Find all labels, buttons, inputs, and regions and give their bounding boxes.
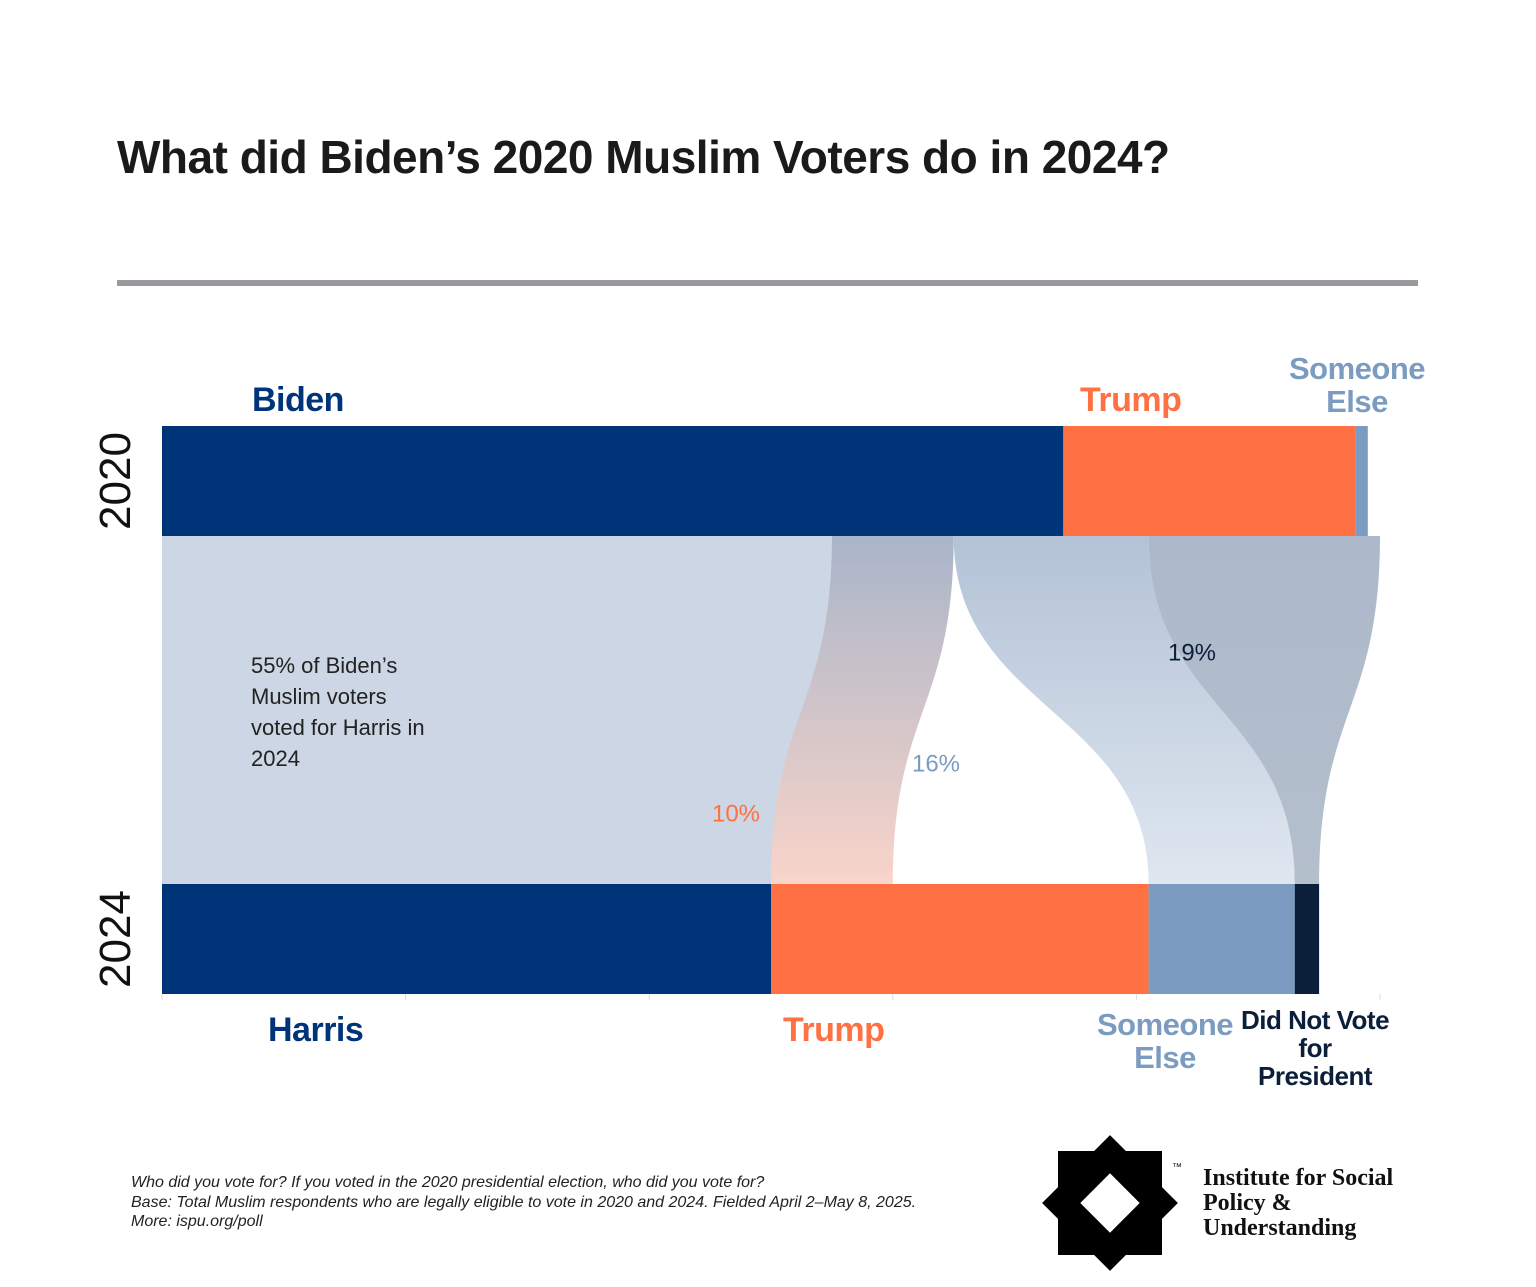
flow-label: 10% — [712, 800, 760, 827]
segment-label: Someone Else — [1096, 1007, 1234, 1075]
segment-label: Trump — [783, 1011, 885, 1049]
segment-label: Trump — [1080, 381, 1182, 419]
logo — [1042, 1135, 1178, 1271]
segment-label: Someone Else — [1288, 351, 1426, 419]
row-label: 2024 — [91, 890, 140, 988]
bar-segment — [162, 884, 771, 994]
flow — [771, 536, 954, 884]
row-label: 2020 — [91, 432, 140, 530]
bar-segment — [1294, 884, 1320, 994]
footnote-base: Base: Total Muslim respondents who are l… — [131, 1194, 917, 1230]
annotation: 55% of Biden’s Muslim voters voted for H… — [251, 653, 425, 771]
bar-segment — [162, 426, 1064, 536]
flow-label: 16% — [912, 750, 960, 777]
bar-segment — [1063, 426, 1356, 536]
segment-label: Did Not Vote for President — [1240, 1005, 1390, 1091]
flow — [1148, 536, 1380, 884]
flow — [162, 536, 832, 884]
segment-label: Biden — [252, 381, 344, 419]
logo-text: Institute for Social Policy & Understand… — [1203, 1165, 1394, 1241]
flow — [953, 536, 1295, 884]
flow-label: 19% — [1168, 639, 1216, 666]
chart-title: What did Biden’s 2020 Muslim Voters do i… — [117, 131, 1170, 183]
bar-segment — [1355, 426, 1368, 536]
bar-segment — [1148, 884, 1295, 994]
logo-trademark: ™ — [1172, 1162, 1182, 1173]
bar-segment — [771, 884, 1149, 994]
footnote-question: Who did you vote for? If you voted in th… — [131, 1174, 765, 1191]
segment-label: Harris — [268, 1011, 364, 1049]
